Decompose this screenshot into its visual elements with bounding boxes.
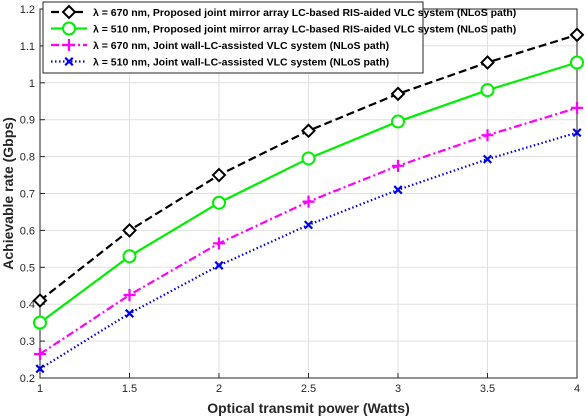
legend-label: λ = 510 nm, Joint wall-LC-assisted VLC s… bbox=[93, 57, 389, 69]
y-tick-label: 1.2 bbox=[20, 4, 35, 16]
y-tick-label: 0.6 bbox=[20, 225, 35, 237]
legend-label: λ = 670 nm, Joint wall-LC-assisted VLC s… bbox=[93, 40, 389, 52]
data-point bbox=[390, 86, 406, 102]
data-point bbox=[571, 101, 583, 114]
y-tick-label: 0.7 bbox=[20, 189, 35, 201]
data-point bbox=[301, 151, 316, 166]
x-tick-label: 3 bbox=[395, 383, 401, 395]
x-tick-label: 4 bbox=[574, 383, 580, 395]
x-tick-label: 2 bbox=[216, 383, 222, 395]
x-tick-label: 2.5 bbox=[301, 383, 316, 395]
series-4 bbox=[35, 128, 582, 374]
data-point bbox=[61, 4, 77, 20]
data-point bbox=[481, 129, 494, 142]
x-tick-label: 1.5 bbox=[122, 383, 137, 395]
data-point bbox=[212, 195, 226, 210]
data-point bbox=[301, 123, 316, 139]
x-axis-title: Optical transmit power (Watts) bbox=[207, 400, 410, 416]
y-tick-label: 0.9 bbox=[20, 115, 35, 127]
y-axis-title: Achievable rate (Gbps) bbox=[0, 117, 16, 270]
legend-item: λ = 670 nm, Proposed joint mirror array … bbox=[51, 4, 516, 20]
tick-labels: 1 1.5 2 2.5 3 3.5 4 0.2 0.3 0.4 0.5 0.6 0.7 0.8 0.9 1 1.… bbox=[20, 4, 580, 395]
data-point bbox=[63, 39, 75, 51]
data-point bbox=[64, 56, 74, 67]
data-point bbox=[32, 293, 48, 308]
legend-item: λ = 510 nm, Proposed joint mirror array … bbox=[51, 21, 516, 36]
data-point bbox=[122, 222, 137, 238]
y-tick-label: 0.3 bbox=[20, 336, 35, 348]
legend-item: λ = 510 nm, Joint wall-LC-assisted VLC s… bbox=[51, 57, 389, 69]
data-point bbox=[123, 288, 136, 301]
data-point bbox=[213, 237, 225, 250]
data-point bbox=[393, 185, 403, 195]
x-tick-label: 1 bbox=[37, 383, 43, 395]
data-point bbox=[302, 195, 315, 208]
data-point bbox=[480, 55, 495, 70]
legend-item: λ = 670 nm, Joint wall-LC-assisted VLC s… bbox=[51, 39, 389, 52]
legend: λ = 670 nm, Proposed joint mirror array … bbox=[42, 1, 516, 74]
data-point bbox=[62, 21, 76, 36]
data-point bbox=[214, 260, 224, 270]
y-tick-label: 1.1 bbox=[20, 41, 35, 53]
series-2 bbox=[33, 55, 584, 330]
y-tick-label: 0.4 bbox=[20, 299, 35, 311]
series-3 bbox=[34, 101, 583, 361]
data-point bbox=[569, 27, 585, 43]
legend-label: λ = 670 nm, Proposed joint mirror array … bbox=[93, 7, 516, 19]
data-point bbox=[122, 249, 137, 264]
data-point bbox=[570, 55, 584, 70]
data-point bbox=[124, 308, 135, 318]
data-point bbox=[33, 315, 47, 330]
data-point bbox=[391, 114, 405, 129]
series bbox=[32, 27, 585, 374]
data-point bbox=[482, 154, 493, 164]
series-1 bbox=[32, 27, 585, 308]
y-tick-label: 1 bbox=[29, 78, 35, 90]
legend-label: λ = 510 nm, Proposed joint mirror array … bbox=[93, 24, 516, 36]
data-point bbox=[480, 83, 495, 98]
x-tick-label: 3.5 bbox=[480, 383, 495, 395]
legend-box bbox=[42, 1, 424, 74]
data-point bbox=[34, 348, 46, 361]
y-tick-label: 0.5 bbox=[20, 262, 35, 274]
data-point bbox=[211, 167, 227, 183]
y-tick-label: 0.8 bbox=[20, 152, 35, 164]
y-tick-label: 0.2 bbox=[20, 373, 35, 385]
data-point bbox=[392, 159, 404, 172]
data-point bbox=[303, 220, 314, 230]
data-point bbox=[35, 364, 45, 374]
data-point bbox=[572, 128, 582, 138]
